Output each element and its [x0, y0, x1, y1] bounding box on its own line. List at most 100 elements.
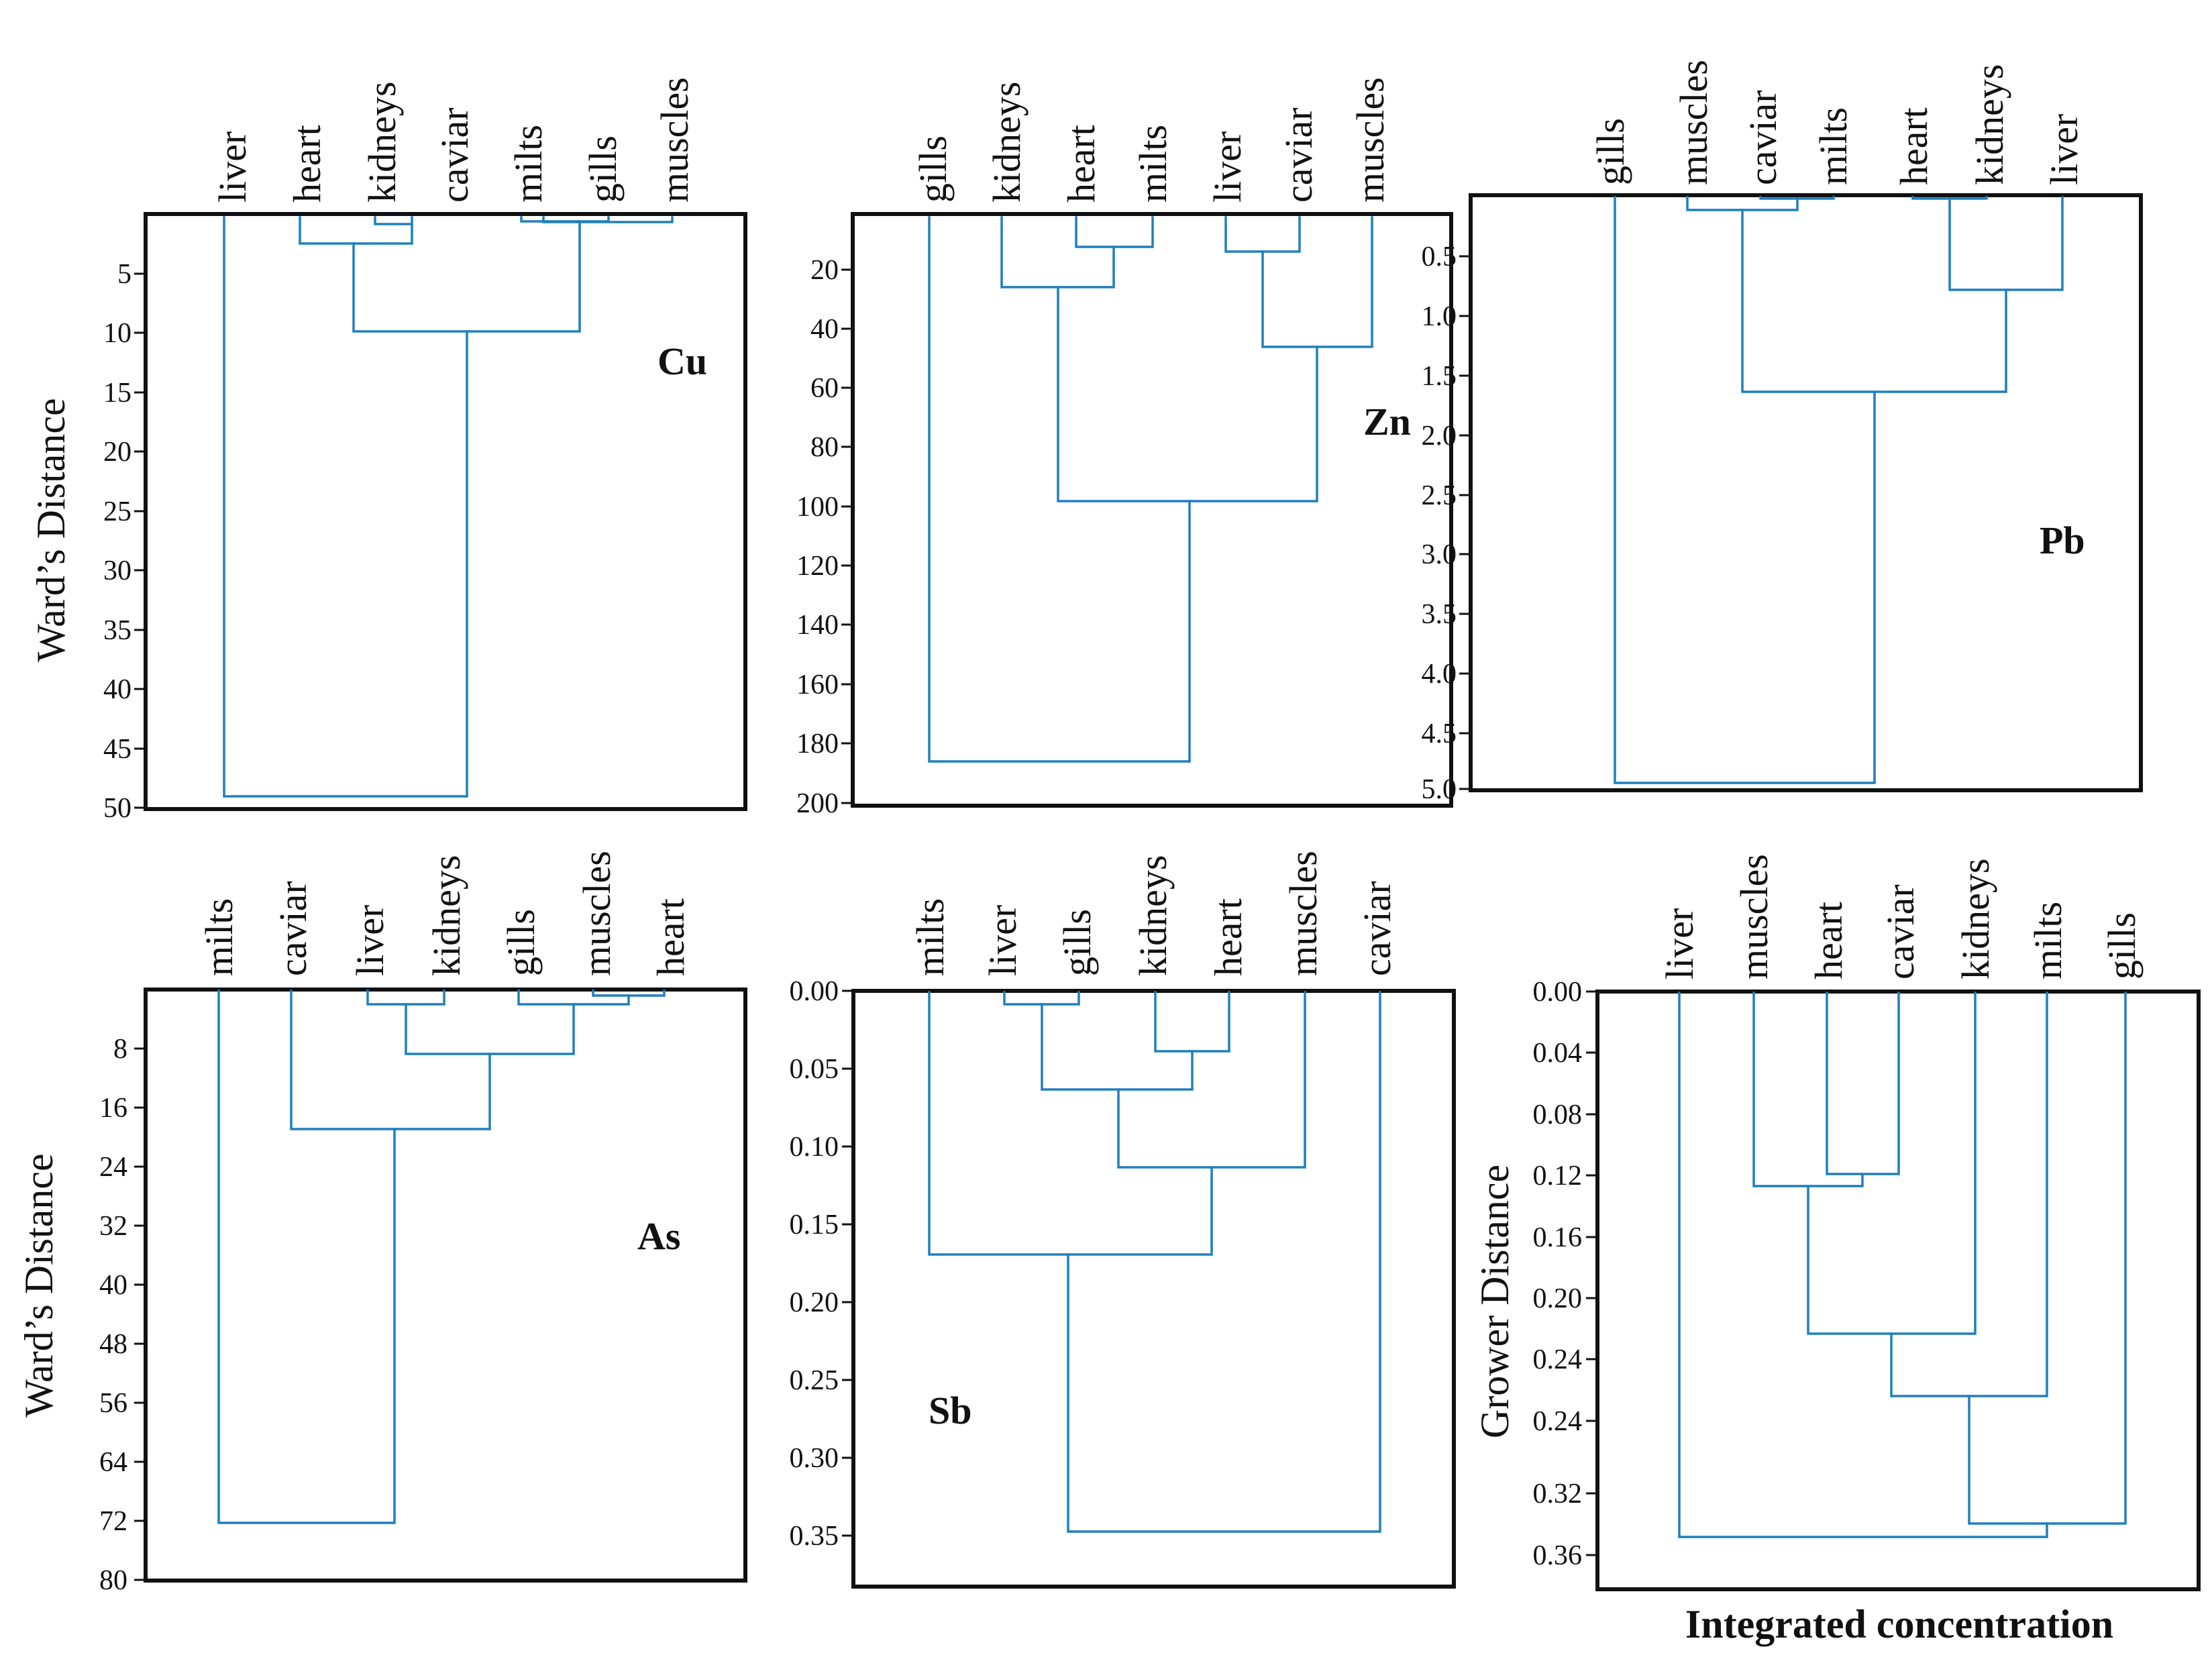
leaf-label: gills — [911, 136, 955, 203]
ytick-label: 20 — [103, 437, 131, 468]
leaf-label: muscles — [1672, 60, 1716, 185]
merge-link — [928, 216, 1191, 763]
panel-grower-leaves: liver muscles heart caviar kidneys milts… — [1658, 854, 2144, 979]
panel-as-yticks: 8 16 24 32 40 48 56 64 72 80 — [99, 1034, 146, 1596]
merge-link — [1614, 196, 1876, 784]
panel-zn-frame — [851, 212, 1453, 808]
ytick-label: 140 — [796, 610, 839, 641]
merge-link — [290, 990, 491, 1130]
panel-pb-links — [1614, 196, 2064, 784]
merge-link — [1807, 992, 1977, 1335]
ytick-label: 0.05 — [790, 1054, 839, 1085]
ytick-label: 2.5 — [1422, 480, 1457, 511]
panel-zn-element: Zn — [1363, 400, 1411, 443]
ytick-label: 30 — [103, 555, 131, 586]
leaf-label: milts — [2026, 902, 2070, 979]
ytick-label: 20 — [810, 255, 839, 286]
ytick-label: 2.0 — [1422, 421, 1457, 451]
merge-link — [1261, 216, 1373, 348]
leaf-label: kidneys — [985, 82, 1029, 203]
leaf-label: gills — [499, 909, 543, 976]
leaf-label: milts — [1131, 125, 1175, 203]
merge-link — [1752, 992, 1864, 1187]
leaf-label: gills — [1055, 909, 1099, 976]
leaf-label: milts — [1811, 107, 1855, 185]
ytick-label: 0.20 — [1533, 1283, 1583, 1314]
leaf-label: caviar — [1277, 107, 1320, 203]
ytick-label: 5 — [117, 259, 131, 290]
leaf-label: gills — [581, 136, 625, 203]
leaf-label: heart — [649, 898, 692, 976]
ytick-label: 4.5 — [1422, 718, 1457, 749]
leaf-label: muscles — [1732, 854, 1776, 979]
ytick-label: 10 — [103, 318, 131, 349]
merge-link — [1000, 216, 1115, 288]
leaf-label: kidneys — [1968, 64, 2011, 185]
ytick-label: 0.20 — [790, 1287, 839, 1318]
leaf-label: heart — [285, 125, 329, 203]
merge-link — [217, 990, 396, 1524]
ytick-label: 1.5 — [1422, 361, 1457, 392]
ytick-label: 120 — [796, 551, 839, 582]
ytick-label: 0.15 — [790, 1210, 839, 1240]
leaf-label: liver — [2042, 114, 2086, 185]
ytick-label: 5.0 — [1422, 774, 1457, 805]
ytick-label: 0.32 — [1533, 1479, 1583, 1509]
leaf-label: gills — [1589, 118, 1632, 185]
ytick-label: 16 — [99, 1093, 127, 1124]
panel-as-element: As — [637, 1214, 680, 1258]
panel-grower-frame — [1595, 990, 2201, 1591]
ytick-label: 60 — [810, 373, 839, 404]
leaf-label: caviar — [1741, 90, 1785, 185]
panel-pb-frame — [1469, 193, 2143, 792]
panel-zn: 20 40 60 80 100 120 140 160 180 200 gill… — [796, 77, 1453, 819]
ytick-label: 0.00 — [790, 976, 839, 1007]
leaf-label: kidneys — [1954, 859, 1997, 979]
ytick-label: 0.25 — [790, 1365, 839, 1396]
ytick-label: 8 — [113, 1034, 127, 1065]
leaf-label: kidneys — [360, 82, 404, 203]
ytick-label: 0.04 — [1533, 1038, 1583, 1069]
leaf-label: muscles — [1349, 77, 1392, 203]
panel-as-leaves: milts caviar liver kidneys gills muscles… — [197, 851, 692, 976]
leaf-label: muscles — [653, 77, 696, 203]
ytick-label: 0.16 — [1533, 1222, 1583, 1253]
ytick-label: 180 — [796, 729, 839, 759]
panel-pb: 0.5 1.0 1.5 2.0 2.5 3.0 3.5 4.0 4.5 5.0 … — [1422, 60, 2143, 805]
ytick-label: 0.5 — [1422, 242, 1457, 272]
panel-as-ylabel: Ward’s Distance — [17, 1153, 61, 1417]
panel-sb: 0.00 0.05 0.10 0.15 0.20 0.25 0.30 0.35 … — [790, 851, 1456, 1589]
merge-link — [1057, 286, 1318, 502]
leaf-label: heart — [1206, 898, 1250, 976]
leaf-label: caviar — [1879, 884, 1922, 979]
merge-link — [520, 216, 610, 223]
merge-link — [1224, 216, 1301, 253]
panel-grower: Grower Distance 0.00 0.04 0.08 0.12 0.16… — [1473, 854, 2201, 1591]
ytick-label: 0.12 — [1533, 1161, 1583, 1191]
leaf-label: liver — [981, 905, 1024, 976]
panel-zn-leaves: gills kidneys heart milts liver caviar m… — [911, 77, 1392, 203]
leaf-label: liver — [1206, 131, 1249, 203]
merge-link — [1003, 991, 1080, 1006]
panel-as: Ward’s Distance 8 16 24 32 40 48 56 64 7… — [17, 851, 747, 1596]
panel-zn-yticks: 20 40 60 80 100 120 140 160 180 200 — [796, 255, 853, 819]
ytick-label: 100 — [796, 492, 839, 523]
leaf-label: caviar — [433, 107, 476, 203]
leaf-label: caviar — [1355, 881, 1399, 976]
ytick-label: 80 — [810, 432, 839, 463]
leaf-label: milts — [908, 898, 952, 976]
ytick-label: 3.5 — [1422, 599, 1457, 630]
panel-sb-leaves: milts liver gills kidneys heart muscles … — [908, 851, 1399, 976]
leaf-label: caviar — [271, 881, 315, 976]
panel-sb-yticks: 0.00 0.05 0.10 0.15 0.20 0.25 0.30 0.35 — [790, 976, 853, 1552]
leaf-label: heart — [1059, 125, 1103, 203]
panel-grower-links — [1678, 992, 2127, 1538]
ytick-label: 80 — [99, 1565, 127, 1596]
ytick-label: 1.0 — [1422, 301, 1457, 332]
panel-sb-element: Sb — [929, 1389, 972, 1432]
merge-link — [374, 216, 413, 225]
ytick-label: 56 — [99, 1388, 127, 1419]
leaf-label: liver — [348, 905, 392, 976]
ytick-label: 3.0 — [1422, 539, 1457, 570]
